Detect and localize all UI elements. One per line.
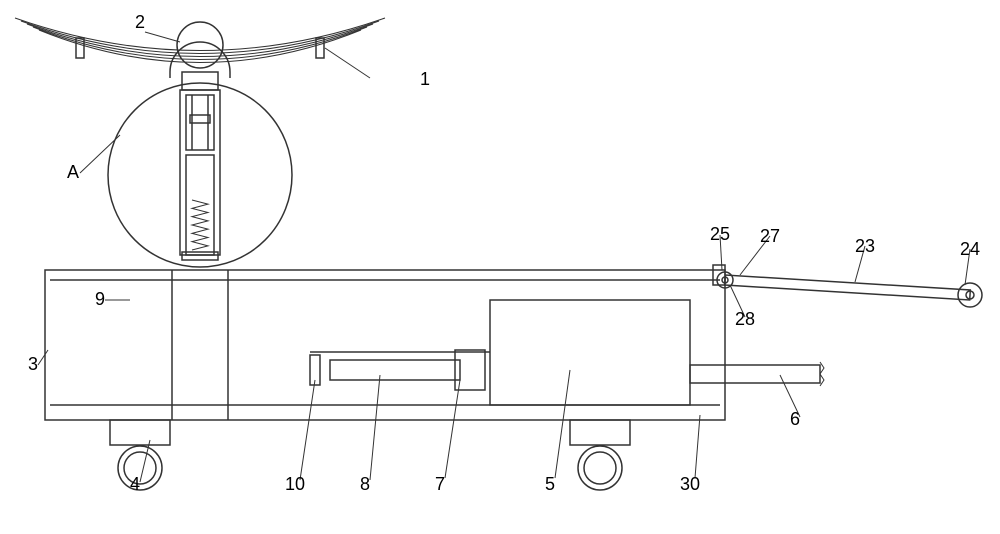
svg-text:10: 10 [285, 474, 305, 494]
svg-text:2: 2 [135, 12, 145, 32]
technical-diagram: 12345678910232425272830A [0, 0, 1000, 534]
svg-text:24: 24 [960, 239, 980, 259]
svg-text:3: 3 [28, 354, 38, 374]
svg-text:7: 7 [435, 474, 445, 494]
svg-text:30: 30 [680, 474, 700, 494]
svg-text:28: 28 [735, 309, 755, 329]
svg-text:6: 6 [790, 409, 800, 429]
svg-text:8: 8 [360, 474, 370, 494]
svg-text:1: 1 [420, 69, 430, 89]
svg-text:5: 5 [545, 474, 555, 494]
svg-text:A: A [67, 162, 79, 182]
svg-text:4: 4 [130, 474, 140, 494]
svg-text:23: 23 [855, 236, 875, 256]
svg-text:27: 27 [760, 226, 780, 246]
svg-text:25: 25 [710, 224, 730, 244]
svg-text:9: 9 [95, 289, 105, 309]
